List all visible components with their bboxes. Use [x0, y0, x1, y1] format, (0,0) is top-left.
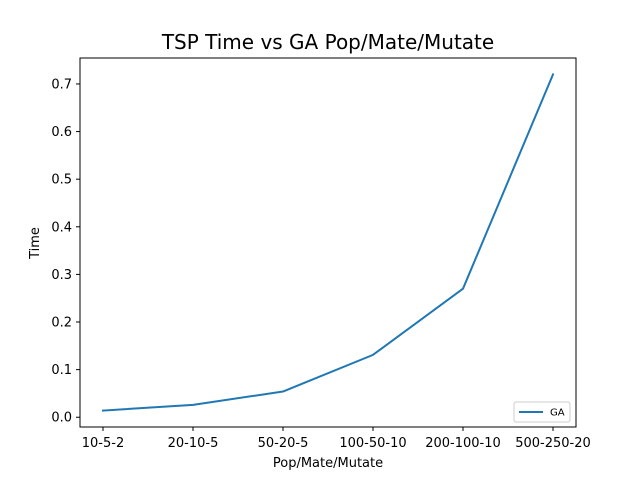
y-axis-label: Time	[28, 227, 43, 260]
y-axis: 0.0 0.1 0.2 0.3 0.4 0.5 0.6 0.7	[51, 77, 80, 426]
series-line-ga	[101, 73, 555, 412]
y-tick-label: 0.2	[51, 316, 72, 331]
x-tick-label: 10-5-2	[82, 436, 124, 451]
legend-label-ga: GA	[550, 408, 565, 419]
x-tick-label: 100-50-10	[339, 436, 406, 451]
x-axis-label: Pop/Mate/Mutate	[273, 456, 383, 471]
x-tick-label: 500-250-20	[515, 436, 591, 451]
chart-title: TSP Time vs GA Pop/Mate/Mutate	[161, 30, 494, 54]
y-tick-label: 0.5	[51, 173, 72, 188]
plot-frame	[79, 57, 577, 428]
legend: GA	[513, 401, 571, 423]
series-layer	[101, 73, 555, 412]
y-tick-label: 0.3	[51, 268, 72, 283]
x-tick-label: 200-100-10	[425, 436, 501, 451]
x-axis: 10-5-2 20-10-5 50-20-5 100-50-10 200-100-10 5…	[82, 427, 591, 451]
y-tick-label: 0.4	[51, 220, 72, 235]
y-tick-label: 0.7	[51, 77, 72, 92]
x-tick-label: 50-20-5	[258, 436, 309, 451]
y-tick-label: 0.6	[51, 125, 72, 140]
y-tick-label: 0.1	[51, 363, 72, 378]
x-tick-label: 20-10-5	[168, 436, 219, 451]
y-tick-label: 0.0	[51, 411, 72, 426]
